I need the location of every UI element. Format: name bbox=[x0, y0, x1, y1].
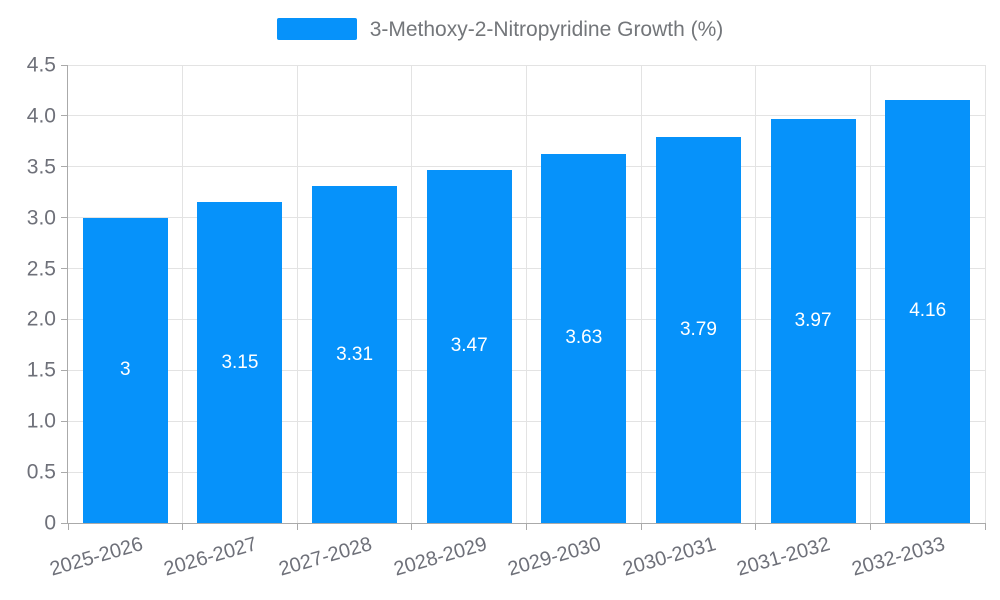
y-axis-tick-label: 0.5 bbox=[26, 460, 56, 484]
x-axis-tick bbox=[640, 523, 642, 530]
bar-2030-2031[interactable]: 3.79 bbox=[655, 137, 741, 523]
x-gridline bbox=[411, 65, 413, 523]
x-axis-tick bbox=[182, 523, 184, 530]
bar-value-label: 4.16 bbox=[909, 300, 947, 322]
legend-row: 3-Methoxy-2-Nitropyridine Growth (%) bbox=[0, 18, 1000, 40]
x-axis-tick-label: 2027-2028 bbox=[276, 533, 375, 581]
y-axis-tick bbox=[61, 318, 68, 320]
bar-value-label: 3.97 bbox=[794, 309, 832, 331]
x-axis-tick-label: 2025-2026 bbox=[47, 533, 146, 581]
x-gridline bbox=[182, 65, 184, 523]
y-axis-tick-label: 0 bbox=[44, 511, 56, 535]
bar-value-label: 3.63 bbox=[565, 327, 603, 349]
x-gridline bbox=[984, 65, 986, 523]
x-axis-tick bbox=[411, 523, 413, 530]
y-axis-line bbox=[67, 65, 68, 523]
y-axis-tick-label: 4.5 bbox=[26, 53, 56, 77]
x-axis-tick bbox=[984, 523, 986, 530]
y-axis-tick-label: 1.5 bbox=[26, 358, 56, 382]
x-gridline bbox=[755, 65, 757, 523]
y-axis-tick bbox=[61, 64, 68, 66]
y-axis-tick-label: 1.0 bbox=[26, 409, 56, 433]
x-axis-tick-label: 2029-2030 bbox=[505, 533, 604, 581]
x-axis-tick-label: 2026-2027 bbox=[161, 533, 260, 581]
y-axis-tick bbox=[61, 115, 68, 117]
y-axis-tick-label: 2.5 bbox=[26, 257, 56, 281]
bar-2026-2027[interactable]: 3.15 bbox=[197, 202, 283, 523]
y-axis-tick-label: 4.0 bbox=[26, 104, 56, 128]
bar-value-label: 3.47 bbox=[450, 335, 488, 357]
x-gridline bbox=[640, 65, 642, 523]
y-axis-tick bbox=[61, 522, 68, 524]
legend-item[interactable]: 3-Methoxy-2-Nitropyridine Growth (%) bbox=[276, 17, 724, 41]
y-axis-tick bbox=[61, 369, 68, 371]
bar-2032-2033[interactable]: 4.16 bbox=[885, 99, 971, 523]
bar-2029-2030[interactable]: 3.63 bbox=[541, 153, 627, 523]
y-axis-tick-label: 3.0 bbox=[26, 206, 56, 230]
y-axis-tick bbox=[61, 217, 68, 219]
bar-2028-2029[interactable]: 3.47 bbox=[426, 169, 512, 523]
x-gridline bbox=[296, 65, 298, 523]
x-gridline bbox=[869, 65, 871, 523]
bar-2027-2028[interactable]: 3.31 bbox=[312, 186, 398, 523]
x-axis-line bbox=[68, 522, 985, 524]
x-axis-tick bbox=[526, 523, 527, 530]
x-axis-tick-label: 2028-2029 bbox=[390, 533, 489, 581]
legend-swatch-icon bbox=[276, 18, 357, 40]
x-axis-tick bbox=[869, 523, 871, 530]
x-axis-tick-label: 2031-2032 bbox=[734, 533, 833, 581]
bar-value-label: 3.31 bbox=[336, 343, 374, 365]
x-axis-tick bbox=[296, 523, 298, 530]
bar-2031-2032[interactable]: 3.97 bbox=[770, 118, 856, 523]
x-gridline bbox=[526, 65, 527, 523]
bar-value-label: 3.79 bbox=[679, 319, 717, 341]
x-axis-tick-label: 2032-2033 bbox=[849, 533, 948, 581]
legend-label: 3-Methoxy-2-Nitropyridine Growth (%) bbox=[369, 17, 724, 41]
bar-2025-2026[interactable]: 3 bbox=[82, 217, 168, 523]
y-axis-tick bbox=[61, 166, 68, 168]
bar-value-label: 3.15 bbox=[221, 351, 259, 373]
x-axis-tick bbox=[755, 523, 757, 530]
x-axis-tick-label: 2030-2031 bbox=[620, 533, 719, 581]
y-axis-tick-label: 3.5 bbox=[26, 155, 56, 179]
x-axis-tick bbox=[67, 523, 69, 530]
bar-value-label: 3 bbox=[120, 359, 131, 381]
y-axis-tick-label: 2.0 bbox=[26, 307, 56, 331]
y-axis-tick bbox=[61, 420, 68, 422]
y-axis-tick bbox=[61, 471, 68, 473]
y-axis-tick bbox=[61, 268, 68, 270]
